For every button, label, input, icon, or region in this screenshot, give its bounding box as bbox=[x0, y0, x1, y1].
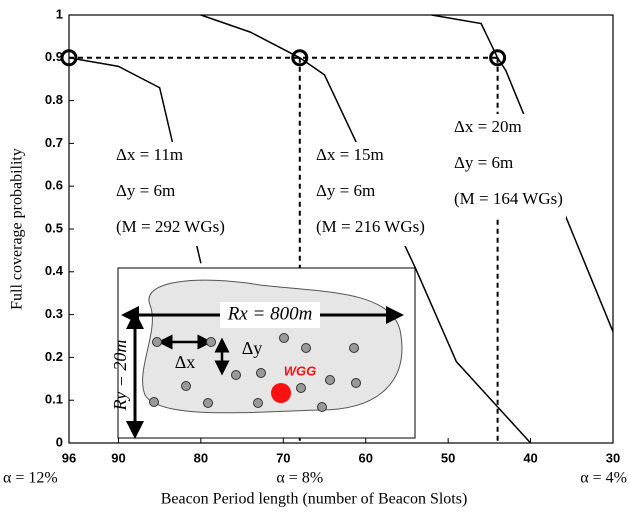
alpha-label: α = 8% bbox=[276, 470, 323, 487]
inset: Rx = 800m Ry = 20m Δx Δy WGG bbox=[110, 267, 416, 439]
x-axis-label: Beacon Period length (number of Beacon S… bbox=[161, 491, 468, 508]
x-tick-label: 70 bbox=[276, 450, 290, 465]
rx-label: Rx = 800m bbox=[227, 303, 313, 324]
y-tick-label: 0.8 bbox=[45, 92, 63, 107]
wgg-label: WGG bbox=[284, 363, 317, 378]
reference-marker bbox=[489, 49, 507, 67]
annotation: (M = 292 WGs) bbox=[116, 217, 225, 236]
annotation: (M = 164 WGs) bbox=[454, 189, 563, 208]
annotation: Δx = 11m bbox=[116, 145, 183, 164]
annotation-bg bbox=[310, 142, 428, 246]
y-tick-label: 0 bbox=[56, 434, 63, 449]
plot: 0 0.1 0.2 0.3 0.4 0.5 0.6 0.7 0.8 0.9 1 96 90 80 70 60 5… bbox=[3, 6, 627, 486]
annotation: Δy = 6m bbox=[116, 181, 175, 200]
annotation: Δy = 6m bbox=[316, 181, 375, 200]
y-tick-label: 1 bbox=[56, 6, 63, 21]
annotation: Δx = 15m bbox=[316, 145, 384, 164]
y-tick-label: 0.7 bbox=[45, 135, 63, 150]
x-tick-label: 80 bbox=[194, 450, 208, 465]
y-tick-label: 0.3 bbox=[45, 306, 63, 321]
y-tick-label: 0.1 bbox=[45, 392, 63, 407]
annotation-bg bbox=[110, 142, 228, 246]
annotation: Δy = 6m bbox=[454, 153, 513, 172]
annotation: Δx = 20m bbox=[454, 117, 522, 136]
rx-label-bg bbox=[220, 302, 320, 328]
y-axis-label: Full coverage probability bbox=[9, 148, 26, 310]
y-tick-label: 0.4 bbox=[45, 263, 64, 278]
x-tick-label: 96 bbox=[62, 450, 76, 465]
dy-label: Δy bbox=[242, 338, 263, 358]
reference-marker bbox=[60, 49, 78, 67]
alpha-label: α = 4% bbox=[580, 470, 627, 487]
y-tick-label: 0.2 bbox=[45, 349, 63, 364]
ry-label: Ry = 20m bbox=[110, 340, 130, 412]
wgg-dot bbox=[271, 383, 291, 403]
x-tick-label: 30 bbox=[606, 450, 620, 465]
y-tick-label: 0.9 bbox=[45, 49, 63, 64]
annotation: (M = 216 WGs) bbox=[316, 217, 425, 236]
wg-dots bbox=[149, 333, 361, 412]
annotation-bg bbox=[448, 114, 566, 218]
y-tick-label: 0.5 bbox=[45, 220, 63, 235]
reference-marker bbox=[291, 49, 309, 67]
dx-label: Δx bbox=[175, 352, 196, 372]
curve bbox=[200, 14, 532, 444]
x-tick-label: 40 bbox=[523, 450, 537, 465]
y-tick-label: 0.6 bbox=[45, 178, 63, 193]
alpha-label: α = 12% bbox=[3, 470, 58, 487]
x-tick-label: 60 bbox=[358, 450, 372, 465]
x-tick-label: 90 bbox=[111, 450, 125, 465]
x-tick-label: 50 bbox=[441, 450, 455, 465]
